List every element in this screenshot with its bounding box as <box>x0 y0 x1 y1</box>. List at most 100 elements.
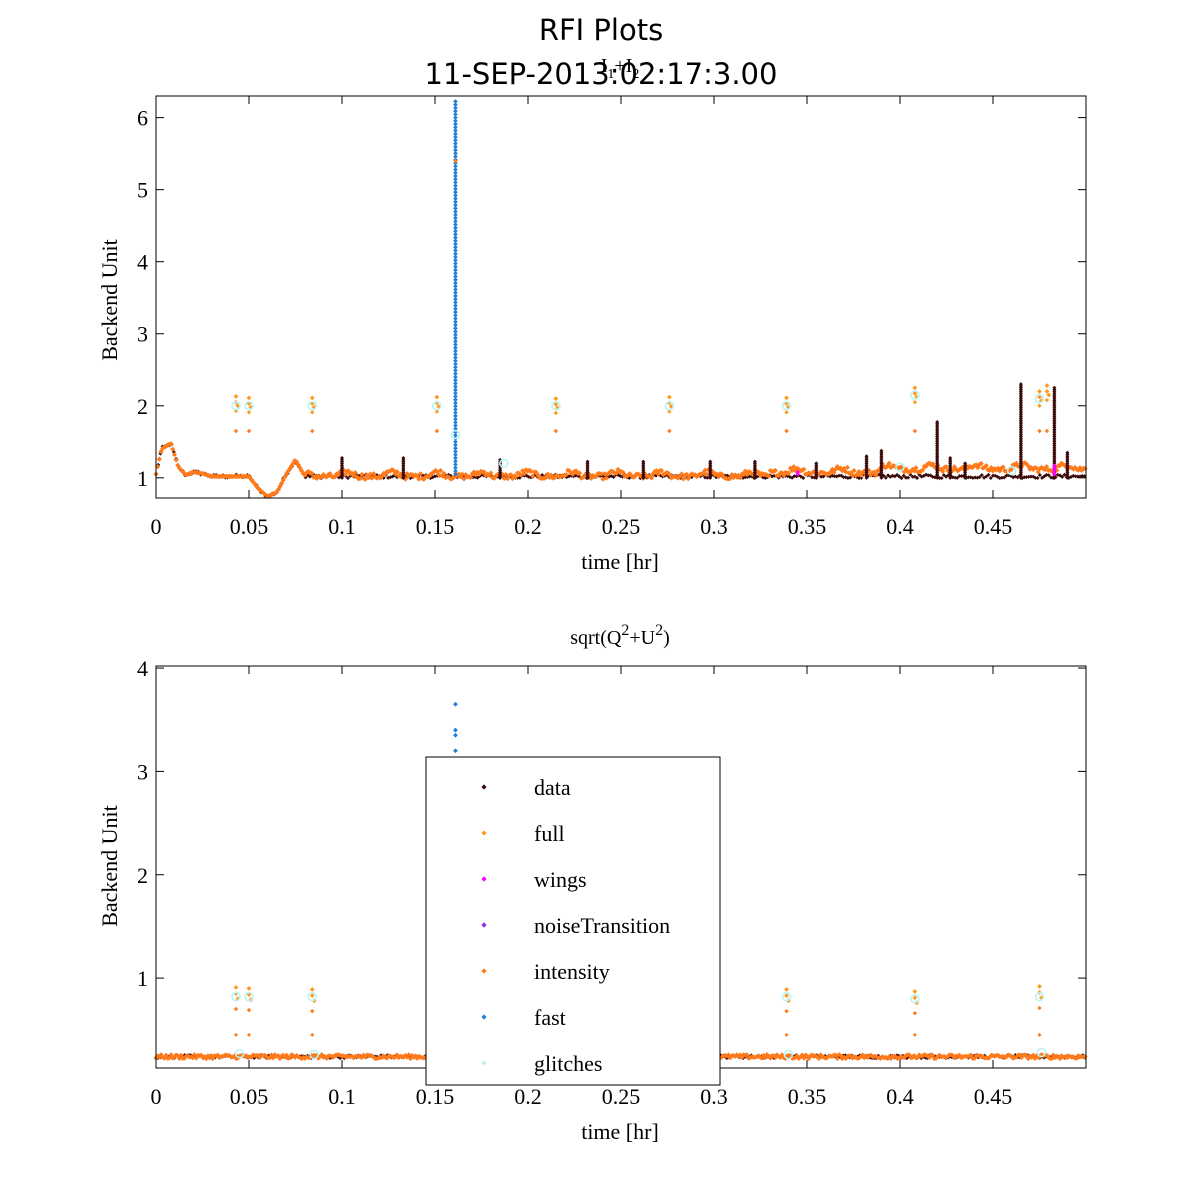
intensity-point <box>868 472 874 478</box>
legend-box <box>425 756 721 1086</box>
fast-point <box>453 465 458 471</box>
fast-point <box>453 351 458 357</box>
glitch-point <box>244 400 254 411</box>
legend-label: intensity <box>534 959 610 984</box>
intensity-point <box>367 471 373 477</box>
full-point <box>1038 995 1044 1001</box>
intensity-point <box>970 464 976 470</box>
fast-point <box>453 400 458 406</box>
intensity-point <box>772 467 778 474</box>
data-point <box>1022 475 1027 480</box>
legend-label: noiseTransition <box>534 913 670 938</box>
fast-point <box>453 390 458 396</box>
data-spike-point <box>864 454 869 459</box>
full-point <box>1037 394 1042 400</box>
legend-label: full <box>534 821 565 846</box>
intensity-point <box>838 465 844 471</box>
full-point <box>233 984 239 990</box>
legend-marker <box>481 1060 487 1066</box>
data-point <box>792 474 797 479</box>
fast-point <box>453 300 458 305</box>
intensity-point <box>1044 428 1050 434</box>
intensity-point <box>898 464 904 470</box>
legend-marker <box>481 1014 487 1020</box>
intensity-point <box>170 446 176 452</box>
x-tick-label: 0.35 <box>788 1084 827 1109</box>
intensity-point <box>305 468 311 475</box>
fast-point <box>453 381 458 386</box>
intensity-point <box>312 473 318 480</box>
y-tick-label: 4 <box>137 250 148 275</box>
intensity-point <box>784 428 789 434</box>
intensity-point <box>402 476 409 482</box>
intensity-point <box>521 470 527 477</box>
fast-point <box>453 173 458 179</box>
intensity-point <box>453 158 458 164</box>
x-tick-label: 0.2 <box>514 1084 542 1109</box>
full-point <box>246 410 252 415</box>
full-point <box>784 993 789 999</box>
intensity-point <box>310 428 315 434</box>
fast-point <box>453 361 458 367</box>
intensity-point <box>668 475 675 481</box>
fast-point <box>453 283 458 289</box>
data-point <box>1046 473 1051 478</box>
fast-point <box>453 471 458 477</box>
fast-point <box>453 222 458 227</box>
intensity-point <box>960 464 966 470</box>
intensity-point <box>476 471 482 477</box>
full-point <box>309 987 315 992</box>
fast-point <box>453 215 458 221</box>
data-point <box>937 475 942 480</box>
intensity-point <box>799 467 805 473</box>
intensity-point <box>523 467 529 473</box>
intensity-point <box>912 1011 918 1016</box>
intensity-point <box>324 474 330 480</box>
intensity-point <box>856 469 862 475</box>
panel-top: I1+I2 time [hr] Backend Unit 0 0.05 0.1 0.1… <box>97 55 1088 574</box>
fast-point <box>453 416 458 422</box>
intensity-point <box>246 428 252 434</box>
intensity-point <box>623 473 629 479</box>
legend-entry: noiseTransition <box>481 913 670 938</box>
figure-timestamp: 11-SEP-2013:02:17:3.00 <box>425 57 778 91</box>
intensity-point <box>806 470 812 476</box>
intensity-point <box>603 475 609 481</box>
intensity-point <box>928 462 934 468</box>
intensity-point <box>1069 465 1075 471</box>
intensity-point <box>437 468 444 474</box>
intensity-point <box>504 476 511 482</box>
data-point <box>899 476 904 481</box>
glitch-point <box>1034 991 1045 1002</box>
intensity-point <box>247 1032 251 1037</box>
fast-point <box>453 144 458 150</box>
fast-point <box>453 274 458 279</box>
intensity-point <box>543 474 549 480</box>
legend-label: glitches <box>534 1051 602 1076</box>
data-point <box>611 475 616 480</box>
intensity-point <box>163 443 169 449</box>
data-point <box>979 473 984 478</box>
intensity-point <box>851 467 857 474</box>
data-point <box>1062 472 1067 477</box>
fast-point <box>453 235 458 240</box>
fast-point <box>453 248 458 253</box>
data-point <box>991 473 995 478</box>
intensity-point <box>632 474 638 480</box>
intensity-point <box>956 467 963 473</box>
intensity-point <box>767 467 773 474</box>
intensity-point <box>513 474 519 480</box>
intensity-point <box>588 475 594 481</box>
fast-point <box>453 202 458 208</box>
intensity-point <box>677 473 683 479</box>
intensity-point <box>912 428 918 434</box>
x-tick-label: 0.45 <box>974 1084 1013 1109</box>
fast-point <box>453 701 458 707</box>
intensity-point <box>615 466 621 473</box>
fast-point <box>453 108 458 114</box>
intensity-point <box>940 468 946 475</box>
fast-point <box>453 468 458 474</box>
intensity-point <box>190 1055 196 1061</box>
fast-point <box>453 228 458 234</box>
fast-point <box>453 384 458 389</box>
